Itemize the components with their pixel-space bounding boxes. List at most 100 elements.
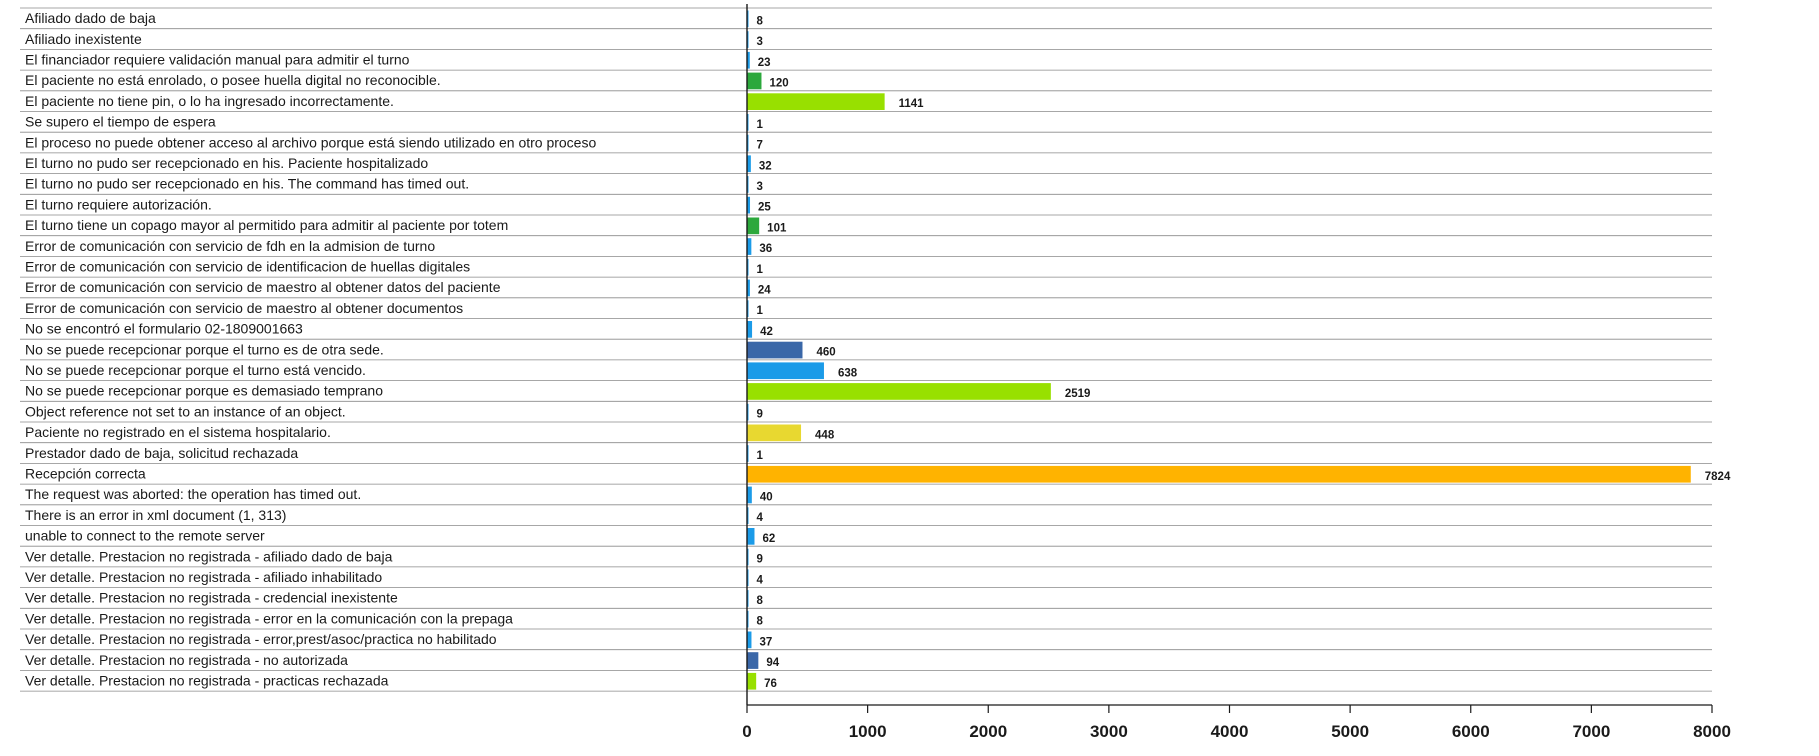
bars [747,10,1691,690]
bar [747,176,749,193]
value-label: 1 [757,305,764,317]
bar [747,652,759,669]
bar [747,507,749,524]
x-tick-label: 5000 [1331,722,1369,741]
bar [747,362,824,380]
category-label: Recepción correcta [25,465,146,481]
value-label: 7 [757,140,763,152]
value-label: 62 [762,533,775,545]
category-label: Object reference not set to an instance … [25,403,346,419]
bar [747,93,885,110]
category-labels: Afiliado dado de baja Afiliado inexistent… [25,10,596,688]
category-label: Ver detalle. Prestacion no registrada - … [25,631,497,647]
category-label: Afiliado inexistente [25,31,142,47]
bar [747,590,749,607]
bar [747,258,749,276]
value-label: 120 [769,77,788,89]
value-labels: 8323120114117323251013612414246063825199… [757,15,1731,689]
value-label: 9 [757,409,763,421]
value-label: 1141 [899,98,925,110]
bar [747,528,755,545]
x-tick-label: 0 [742,722,751,741]
value-label: 638 [838,367,858,379]
category-label: Ver detalle. Prestacion no registrada - … [25,652,348,668]
category-label: El proceso no puede obtener acceso al ar… [25,134,596,150]
category-label: El turno no pudo ser recepcionado en his… [25,176,469,192]
x-tick-label: 1000 [849,722,887,741]
category-label: Error de comunicación con servicio de ma… [25,279,501,295]
category-label: No se puede recepcionar porque el turno … [25,362,366,378]
value-label: 1 [757,119,764,131]
bar [747,672,757,690]
x-tick-label: 6000 [1452,722,1490,741]
category-label: There is an error in xml document (1, 31… [25,507,286,523]
value-label: 36 [759,243,772,255]
row-separators [20,7,1712,692]
bar [747,569,749,587]
bar [747,238,752,255]
bar [747,610,749,628]
x-tick-label: 8000 [1693,722,1731,741]
category-label: Ver detalle. Prestacion no registrada - … [25,569,382,585]
category-label: Ver detalle. Prestacion no registrada - … [25,590,398,606]
category-label: El paciente no está enrolado, o posee hu… [25,72,441,88]
value-label: 76 [764,678,777,690]
category-label: El paciente no tiene pin, o lo ha ingres… [25,93,394,109]
value-label: 94 [766,657,779,669]
value-label: 4 [757,512,764,524]
value-label: 8 [757,616,764,628]
value-label: 24 [758,284,771,296]
bar [747,10,749,28]
value-label: 7824 [1705,471,1731,483]
category-label: No se puede recepcionar porque el turno … [25,341,384,357]
x-axis-ticks: 0 1000 2000 3000 4000 5000 6000 7000 8000 [742,705,1731,741]
category-label: unable to connect to the remote server [25,528,265,544]
bar [747,465,1691,483]
category-label: No se encontró el formulario 02-18090016… [25,321,303,337]
bar [747,51,750,69]
category-label: Error de comunicación con servicio de ma… [25,300,463,316]
bar [747,196,751,214]
bar [747,114,749,131]
category-label: Afiliado dado de baja [25,10,156,26]
bar [747,31,749,48]
category-label: Se supero el tiempo de espera [25,114,216,130]
value-label: 25 [758,202,771,214]
value-label: 40 [760,491,773,503]
bar [747,486,752,504]
value-label: 9 [757,554,763,566]
bar [747,279,750,297]
bar [747,383,1051,400]
value-label: 3 [757,181,763,193]
category-label: Ver detalle. Prestacion no registrada - … [25,610,513,626]
category-label: El turno tiene un copago mayor al permit… [25,217,508,233]
value-label: 1 [757,450,764,462]
value-label: 3 [757,36,763,48]
value-label: 1 [757,264,764,276]
value-label: 23 [758,57,771,69]
bar [747,134,749,152]
category-label: El turno requiere autorización. [25,196,212,212]
x-tick-label: 2000 [969,722,1007,741]
x-tick-label: 3000 [1090,722,1128,741]
bar [747,341,803,359]
category-label: The request was aborted: the operation h… [25,486,361,502]
bar [747,424,802,442]
value-label: 2519 [1065,388,1091,400]
category-label: No se puede recepcionar porque es demasi… [25,383,383,399]
category-label: Error de comunicación con servicio de fd… [25,238,435,254]
bar [747,217,760,235]
value-label: 32 [759,160,772,172]
category-label: El financiador requiere validación manua… [25,51,410,67]
bar [747,321,753,338]
category-label: Error de comunicación con servicio de id… [25,258,470,274]
bar [747,445,749,462]
bar [747,72,762,90]
value-label: 37 [759,636,772,648]
category-label: Ver detalle. Prestacion no registrada - … [25,548,393,564]
category-label: Paciente no registrado en el sistema hos… [25,424,331,440]
x-tick-label: 4000 [1211,722,1249,741]
category-label: El turno no pudo ser recepcionado en his… [25,155,428,171]
bar [747,403,749,421]
